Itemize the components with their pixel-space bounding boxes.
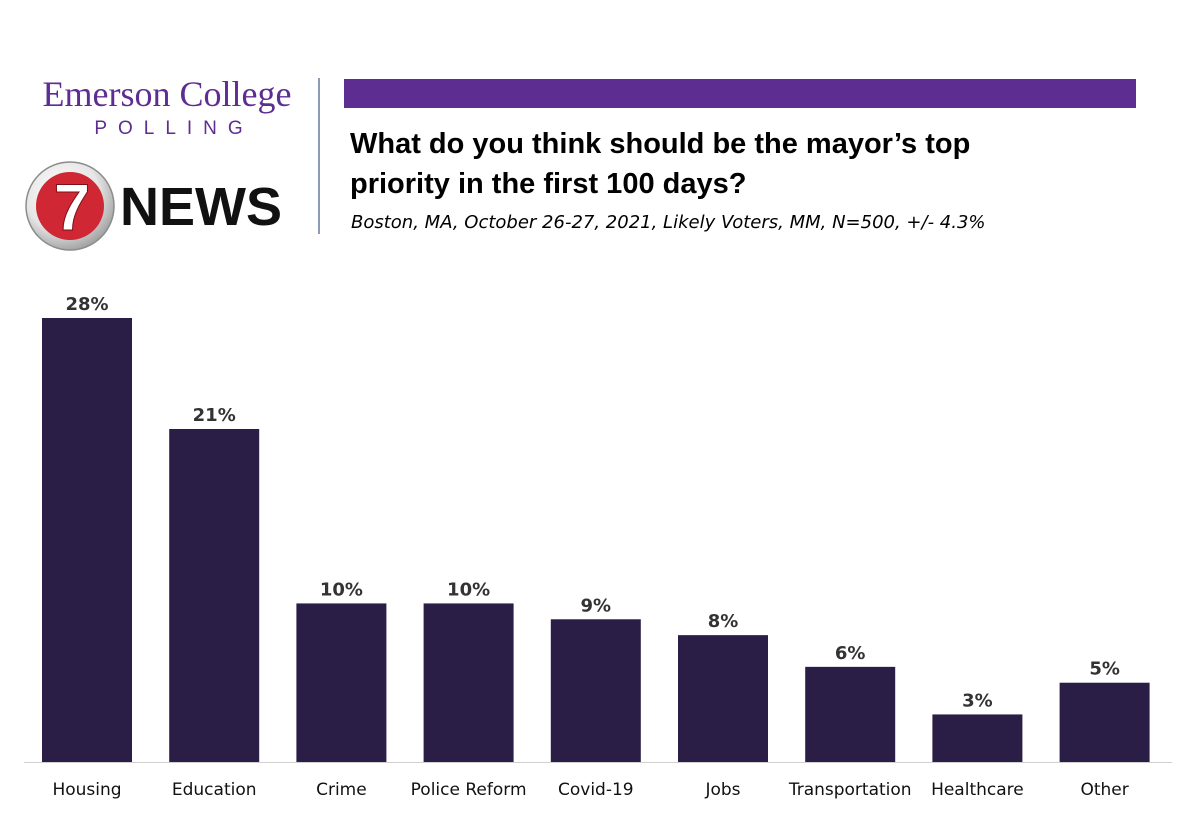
x-tick-label: Education — [172, 780, 257, 800]
data-label: 21% — [193, 405, 236, 426]
header-accent-bar — [344, 79, 1136, 108]
data-label: 6% — [835, 643, 866, 664]
7news-number: 7 — [54, 170, 91, 244]
bar-other — [1059, 682, 1150, 762]
x-tick-label: Jobs — [704, 780, 740, 800]
chart-subtitle: Boston, MA, October 26-27, 2021, Likely … — [351, 212, 986, 233]
bar-police-reform — [423, 603, 514, 762]
bar-housing — [42, 318, 132, 762]
7news-wordmark: NEWS — [120, 177, 282, 237]
bar-covid-19 — [550, 619, 641, 762]
data-label: 5% — [1089, 659, 1120, 680]
x-tick-label: Other — [1080, 780, 1128, 800]
chart-title-line-1: What do you think should be the mayor’s … — [350, 128, 971, 160]
x-tick-label: Housing — [52, 780, 121, 800]
emerson-college-polling-logo: Emerson College POLLING — [22, 72, 312, 142]
7news-logo: 7 NEWS — [24, 160, 314, 252]
emerson-college-wordmark: Emerson College — [42, 74, 292, 114]
polling-wordmark: POLLING — [94, 118, 254, 139]
7news-disc-icon — [36, 172, 104, 240]
data-label: 10% — [320, 579, 363, 600]
header-divider — [318, 78, 320, 234]
bar-crime — [296, 603, 387, 762]
bar-education — [169, 429, 260, 762]
data-label: 9% — [581, 595, 612, 616]
chart-title: What do you think should be the mayor’s … — [350, 124, 1140, 204]
x-tick-label: Police Reform — [411, 780, 527, 800]
data-label: 28% — [65, 294, 108, 315]
x-tick-label: Healthcare — [931, 780, 1024, 800]
bar-healthcare — [932, 714, 1023, 762]
x-tick-label: Transportation — [788, 780, 912, 800]
chart-title-line-2: priority in the first 100 days? — [350, 168, 747, 200]
data-label: 8% — [708, 611, 739, 632]
bar-jobs — [678, 635, 768, 762]
data-label: 10% — [447, 579, 490, 600]
x-tick-label: Crime — [316, 780, 367, 800]
x-tick-label: Covid-19 — [558, 780, 634, 800]
data-label: 3% — [962, 690, 993, 711]
bar-transportation — [805, 666, 896, 762]
